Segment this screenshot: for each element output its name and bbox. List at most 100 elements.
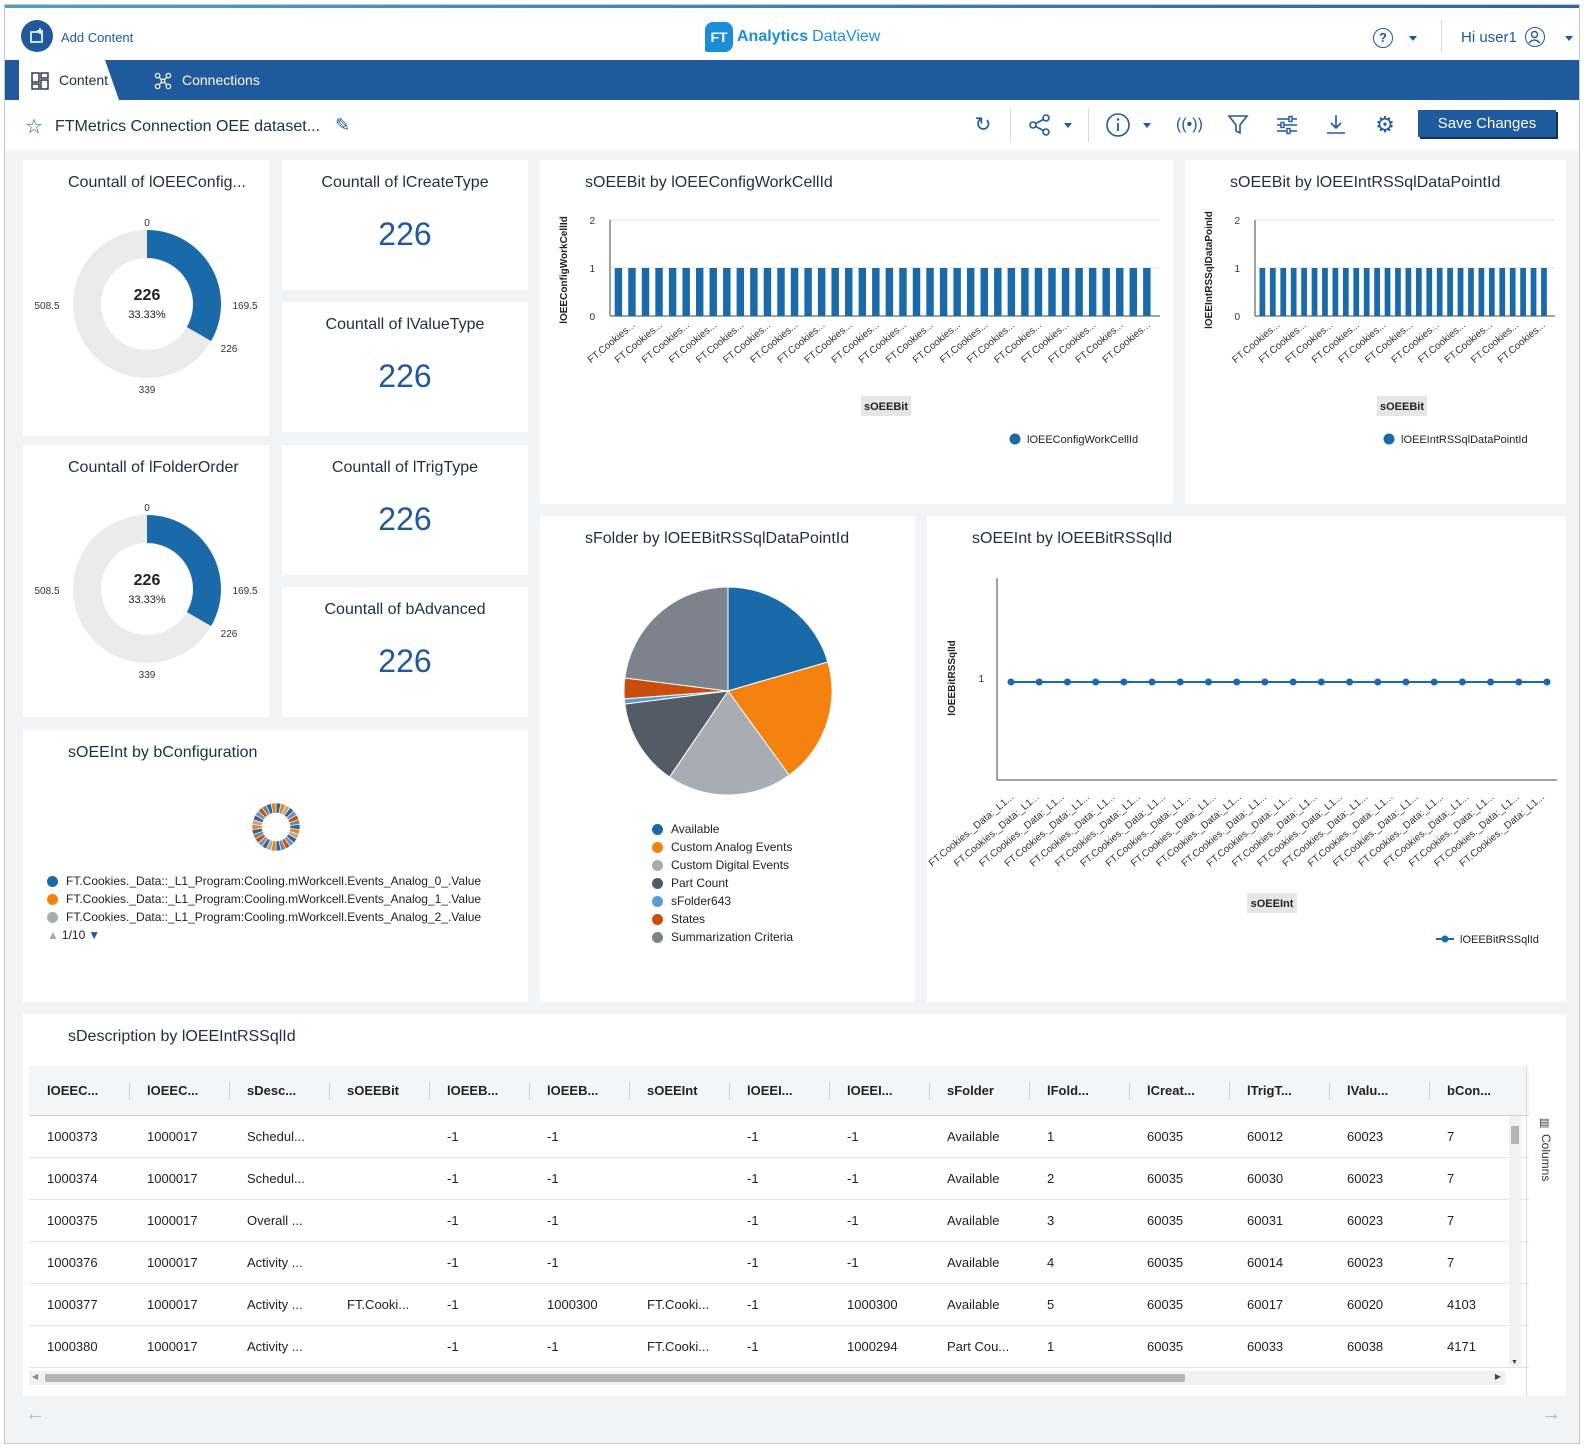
pie-slice[interactable] [668, 690, 790, 796]
bar[interactable] [804, 268, 812, 316]
column-header[interactable]: lValu... [1329, 1066, 1429, 1116]
scroll-left-arrow-icon[interactable]: ◀ [32, 1372, 39, 1381]
bar[interactable] [668, 268, 677, 316]
line-point[interactable] [1289, 678, 1297, 686]
nav-forward-arrow-icon[interactable]: → [1541, 1403, 1561, 1425]
line-point[interactable] [1148, 678, 1156, 686]
bar[interactable] [926, 268, 934, 316]
bar[interactable] [777, 268, 785, 316]
bar[interactable] [1520, 268, 1526, 316]
bar[interactable] [1259, 268, 1266, 316]
column-header[interactable]: lOEEC... [29, 1066, 129, 1116]
tab-content[interactable]: Content [19, 60, 119, 100]
line-point[interactable] [1346, 678, 1354, 686]
user-avatar-icon[interactable] [1525, 27, 1545, 47]
line-point[interactable] [1515, 678, 1523, 686]
bar[interactable] [912, 268, 921, 316]
bar[interactable] [1129, 268, 1138, 316]
filter-icon[interactable] [1225, 112, 1251, 138]
bar[interactable] [723, 268, 731, 316]
pie-chart-card-folder[interactable]: sFolder by lOEEBitRSSqlDataPointId Avail… [540, 516, 915, 1002]
bar[interactable] [1007, 268, 1016, 316]
sliders-icon[interactable] [1274, 112, 1300, 138]
line-point[interactable] [1430, 678, 1438, 686]
legend-item[interactable]: Summarization Criteria [652, 928, 793, 946]
download-icon[interactable] [1323, 112, 1349, 138]
kpi-card-createtype[interactable]: Countall of lCreateType 226 [282, 160, 528, 290]
bar[interactable] [966, 268, 975, 316]
kpi-card-trigtype[interactable]: Countall of lTrigType 226 [282, 445, 528, 575]
tab-connections[interactable]: Connections [150, 60, 260, 100]
bar[interactable] [614, 268, 623, 316]
legend-item[interactable]: States [652, 910, 793, 928]
legend-item[interactable]: Part Count [652, 874, 793, 892]
pager-prev-icon[interactable]: ▲ [47, 928, 59, 942]
bar[interactable] [790, 268, 799, 316]
scroll-down-arrow-icon[interactable]: ▼ [1511, 1359, 1518, 1366]
bar[interactable] [1363, 268, 1370, 316]
line-point[interactable] [1374, 678, 1382, 686]
column-header[interactable]: lOEEC... [129, 1066, 229, 1116]
line-point[interactable] [1543, 678, 1551, 686]
table-row[interactable]: 1000380 1000017 Activity ... -1 -1 FT.Cooki..… [29, 1325, 1529, 1368]
legend-item[interactable]: Custom Digital Events [652, 856, 793, 874]
bar[interactable] [1332, 268, 1339, 316]
bar[interactable] [695, 268, 704, 316]
line-point[interactable] [1487, 678, 1495, 686]
share-chevron-down-icon[interactable] [1064, 123, 1072, 128]
line-point[interactable] [1204, 678, 1212, 686]
bar[interactable] [858, 268, 867, 316]
legend-item[interactable]: Custom Analog Events [652, 838, 793, 856]
line-point[interactable] [1063, 678, 1071, 686]
bar[interactable] [736, 268, 745, 316]
vertical-scroll-thumb[interactable] [1511, 1126, 1519, 1144]
legend-item[interactable]: sFolder643 [652, 892, 793, 910]
bar[interactable] [1530, 268, 1537, 316]
pie-slice[interactable] [727, 586, 829, 692]
kpi-card-valuetype[interactable]: Countall of lValueType 226 [282, 302, 528, 432]
save-changes-button[interactable]: Save Changes [1418, 110, 1556, 137]
x-axis-badge[interactable]: sOEEBit [1380, 401, 1424, 413]
donut-slice[interactable] [147, 515, 221, 626]
favorite-star-icon[interactable]: ☆ [25, 116, 43, 138]
bar[interactable] [994, 268, 1002, 316]
bar[interactable] [845, 268, 853, 316]
bar[interactable] [1311, 268, 1318, 316]
bar[interactable] [953, 268, 961, 316]
bar[interactable] [655, 268, 663, 316]
info-chevron-down-icon[interactable] [1143, 123, 1151, 128]
bar[interactable] [1384, 268, 1391, 316]
bar[interactable] [1034, 268, 1043, 316]
column-header[interactable]: lOEEI... [829, 1066, 929, 1116]
legend-item[interactable]: FT.Cookies._Data::_L1_Program:Cooling.mW… [47, 872, 481, 890]
bar[interactable] [1116, 268, 1124, 316]
help-circle-icon[interactable]: ? [1373, 28, 1393, 48]
table-row[interactable]: 1000377 1000017 Activity ... FT.Cooki... -1 1… [29, 1283, 1529, 1326]
bar[interactable] [1088, 268, 1097, 316]
bar[interactable] [1342, 268, 1349, 316]
column-header[interactable]: lOEEB... [529, 1066, 629, 1116]
bar[interactable] [831, 268, 839, 316]
bar[interactable] [1447, 268, 1453, 316]
bar[interactable] [1048, 268, 1056, 316]
info-icon[interactable] [1105, 112, 1131, 138]
line-point[interactable] [1317, 678, 1325, 686]
line-point[interactable] [1092, 678, 1100, 686]
nav-back-arrow-icon[interactable]: ← [25, 1403, 45, 1425]
bar[interactable] [885, 268, 894, 316]
bar[interactable] [1021, 268, 1029, 316]
legend-item[interactable]: Available [652, 820, 793, 838]
pie-slice[interactable] [727, 661, 833, 776]
bar[interactable] [1499, 268, 1506, 316]
kpi-card-advanced[interactable]: Countall of bAdvanced 226 [282, 587, 528, 717]
legend-label[interactable]: lOEEBitRSSqlId [1460, 934, 1539, 946]
edit-pencil-icon[interactable]: ✎ [335, 115, 351, 135]
legend-item[interactable]: FT.Cookies._Data::_L1_Program:Cooling.mW… [47, 890, 481, 908]
pie-slice[interactable] [624, 586, 729, 692]
table-row[interactable]: 1000376 1000017 Activity ... -1 -1 -1 -1 Availa… [29, 1241, 1529, 1284]
line-point[interactable] [1007, 678, 1015, 686]
bar[interactable] [682, 268, 690, 316]
bar-chart-card-datapoint[interactable]: sOEEBit by lOEEIntRSSqlDataPointId lOEEI… [1185, 160, 1566, 504]
bar[interactable] [1075, 268, 1083, 316]
share-icon[interactable] [1027, 112, 1053, 138]
